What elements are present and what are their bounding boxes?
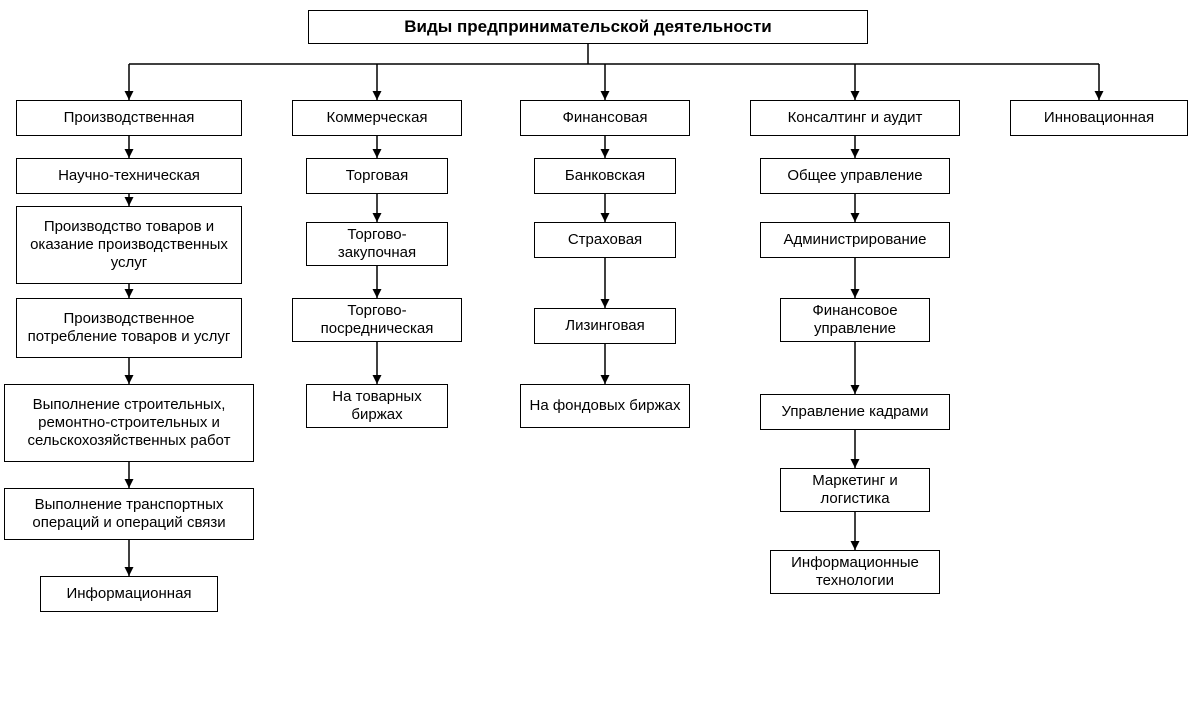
node-label: Маркетинг и логистика: [789, 472, 921, 508]
node-k4: На товарных биржах: [306, 384, 448, 428]
node-f3: Лизинговая: [534, 308, 676, 344]
node-label: Производственное потребление товаров и у…: [25, 310, 233, 346]
node-a4: Управление кадрами: [760, 394, 950, 430]
node-label: Лизинговая: [565, 317, 645, 335]
node-label: Выполнение строительных, ремонтно-строит…: [13, 396, 245, 450]
node-f4: На фондовых биржах: [520, 384, 690, 428]
node-label: На фондовых биржах: [529, 397, 680, 415]
node-p5: Выполнение транспортных операций и опера…: [4, 488, 254, 540]
node-a1: Общее управление: [760, 158, 950, 194]
node-label: Финансовое управление: [789, 302, 921, 338]
node-f2: Страховая: [534, 222, 676, 258]
node-c2: Коммерческая: [292, 100, 462, 136]
node-label: Страховая: [568, 231, 642, 249]
node-f1: Банковская: [534, 158, 676, 194]
node-c3: Финансовая: [520, 100, 690, 136]
node-label: Виды предпринимательской деятельности: [404, 17, 771, 37]
node-label: Инновационная: [1044, 109, 1154, 127]
node-label: Торговая: [346, 167, 408, 185]
node-label: Консалтинг и аудит: [788, 109, 923, 127]
node-p1: Научно-техническая: [16, 158, 242, 194]
node-label: Информационная: [66, 585, 191, 603]
node-p6: Информационная: [40, 576, 218, 612]
node-label: Общее управление: [787, 167, 922, 185]
node-label: Управление кадрами: [782, 403, 929, 421]
node-p3: Производственное потребление товаров и у…: [16, 298, 242, 358]
node-label: Научно-техническая: [58, 167, 200, 185]
node-label: На товарных биржах: [315, 388, 439, 424]
diagram-canvas: Виды предпринимательской деятельности Про…: [0, 0, 1200, 702]
node-label: Торгово-закупочная: [315, 226, 439, 262]
node-a5: Маркетинг и логистика: [780, 468, 930, 512]
node-label: Производственная: [64, 109, 195, 127]
node-label: Коммерческая: [326, 109, 427, 127]
node-a6: Информационные технологии: [770, 550, 940, 594]
node-label: Администрирование: [783, 231, 926, 249]
node-label: Выполнение транспортных операций и опера…: [13, 496, 245, 532]
node-label: Информационные технологии: [779, 554, 931, 590]
node-c4: Консалтинг и аудит: [750, 100, 960, 136]
node-root: Виды предпринимательской деятельности: [308, 10, 868, 44]
node-label: Торгово-посредническая: [301, 302, 453, 338]
node-p2: Производство товаров и оказание производ…: [16, 206, 242, 284]
node-label: Финансовая: [563, 109, 648, 127]
node-a2: Администрирование: [760, 222, 950, 258]
node-k3: Торгово-посредническая: [292, 298, 462, 342]
node-a3: Финансовое управление: [780, 298, 930, 342]
node-label: Производство товаров и оказание производ…: [25, 218, 233, 272]
node-c5: Инновационная: [1010, 100, 1188, 136]
node-k2: Торгово-закупочная: [306, 222, 448, 266]
node-k1: Торговая: [306, 158, 448, 194]
node-p4: Выполнение строительных, ремонтно-строит…: [4, 384, 254, 462]
node-c1: Производственная: [16, 100, 242, 136]
node-label: Банковская: [565, 167, 645, 185]
